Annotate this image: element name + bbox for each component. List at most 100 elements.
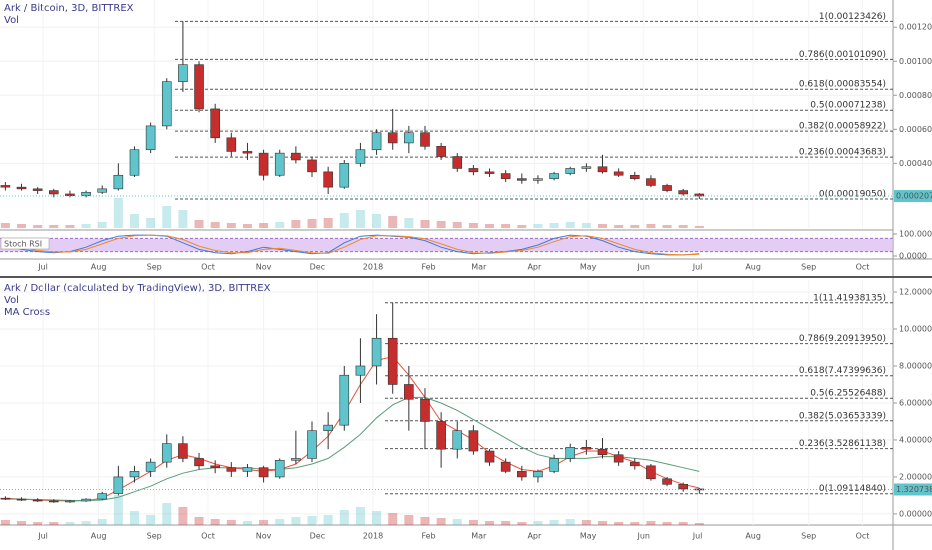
y-tick-label: 0.00000000 — [899, 509, 932, 518]
candle-body — [0, 185, 11, 188]
x-tick-label: Oct — [201, 263, 215, 272]
candle-body — [387, 132, 398, 144]
candle-body — [65, 500, 75, 503]
volume-bar — [81, 521, 91, 525]
volume-bar — [404, 515, 414, 525]
volume-bar — [129, 214, 139, 228]
candle-body — [194, 458, 204, 467]
fib-label: 0.786(9.20913950) — [799, 334, 886, 344]
fib-label: 0.236(3.52861138) — [799, 439, 886, 449]
y-tick-label: 0.00100000 — [899, 57, 932, 66]
x-tick-label: Aug — [91, 263, 107, 272]
candle-body — [161, 443, 172, 463]
candle-body — [613, 454, 624, 463]
y-tick-label: 8.00000000 — [899, 361, 932, 370]
candle-body — [226, 467, 237, 472]
volume-bar — [323, 515, 333, 525]
y-tick-label: 0.00060000 — [899, 125, 932, 134]
candle-body — [323, 424, 333, 431]
candle-body — [210, 108, 220, 139]
candle-body — [646, 465, 656, 480]
x-tick-label: 2018 — [363, 532, 383, 541]
volume-bar — [436, 518, 446, 525]
candle-body — [291, 152, 301, 161]
candle-body — [468, 430, 479, 452]
x-tick-label: Sep — [801, 263, 816, 272]
candle-body — [291, 458, 301, 461]
volume-label: Vol — [4, 295, 19, 306]
fib-label: 0.382(0.00058922) — [799, 122, 886, 132]
volume-bar — [678, 522, 688, 525]
candle-body — [581, 166, 592, 169]
candle-body — [274, 152, 285, 176]
x-tick-label: Nov — [256, 532, 272, 541]
candle-body — [500, 173, 511, 179]
volume-bar — [210, 519, 220, 525]
volume-bar — [614, 522, 624, 525]
last-price-label: 1.32073887 — [896, 485, 932, 494]
volume-bar — [468, 223, 478, 228]
volume-bar — [694, 226, 704, 228]
x-tick-label: Jul — [37, 263, 48, 272]
volume-bar — [259, 520, 269, 525]
candle-body — [194, 64, 204, 110]
volume-bar — [129, 511, 139, 525]
volume-bar — [485, 224, 495, 228]
candle-body — [161, 81, 172, 127]
y-tick-label: 12.00000000 — [899, 288, 932, 297]
candle-body — [16, 498, 27, 501]
candle-body — [242, 467, 253, 472]
volume-bar — [598, 521, 608, 525]
fib-label: 0.236(0.00043683) — [799, 148, 886, 158]
volume-bar — [146, 218, 156, 228]
volume-bar — [113, 198, 123, 228]
x-tick-label: Sep — [147, 532, 162, 541]
candle-body — [145, 461, 156, 472]
candle-body — [65, 193, 75, 196]
candle-body — [307, 159, 317, 173]
candle-body — [436, 146, 446, 157]
candle-body — [323, 171, 333, 188]
x-tick-label: Sep — [801, 532, 816, 541]
y-tick-label: 10.00000000 — [899, 325, 932, 334]
x-tick-label: Mar — [471, 532, 487, 541]
candle-body — [274, 459, 285, 478]
indicator-label-box — [0, 237, 50, 250]
candle-body — [371, 132, 382, 151]
candle-body — [533, 178, 543, 181]
volume-bar — [355, 210, 365, 228]
volume-bar — [549, 520, 559, 525]
volume-bar — [275, 519, 285, 525]
y-tick-label: 0.0000 — [899, 252, 927, 261]
volume-bar — [242, 224, 252, 228]
y-tick-label: 0.00040000 — [899, 159, 932, 168]
volume-bar — [162, 503, 172, 525]
volume-bar — [420, 220, 430, 228]
volume-bar — [452, 222, 462, 228]
volume-bar — [226, 223, 236, 228]
x-tick-label: Jul — [692, 532, 703, 541]
candle-body — [145, 125, 156, 151]
x-tick-label: Jul — [692, 263, 703, 272]
volume-bar — [614, 225, 624, 228]
candle-body — [597, 166, 608, 173]
candle-body — [210, 465, 220, 468]
fib-label: 1(0.00123426) — [819, 12, 886, 22]
candle-body — [307, 430, 317, 459]
candle-body — [81, 191, 91, 196]
y-tick-label: 0.00080000 — [899, 91, 932, 100]
candle-body — [468, 168, 479, 173]
volume-bar — [226, 520, 236, 525]
x-tick-label: Apr — [527, 532, 542, 541]
candle-body — [339, 163, 350, 188]
fib-label: 1(11.41938135) — [813, 293, 886, 303]
fib-label: 0.5(6.25526488) — [810, 389, 886, 399]
y-tick-label: 2.00000000 — [899, 472, 932, 481]
candle-body — [113, 476, 124, 494]
candle-body — [646, 178, 656, 186]
candle-body — [452, 430, 463, 450]
candle-body — [81, 498, 91, 502]
x-tick-label: Aug — [745, 532, 761, 541]
x-tick-label: Jul — [37, 532, 48, 541]
